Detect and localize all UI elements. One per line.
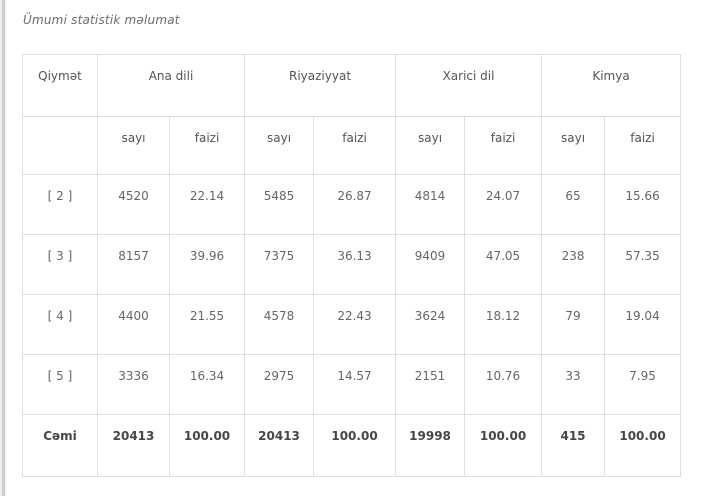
value-cell: 47.05 xyxy=(464,234,543,295)
count-subheader: sayı xyxy=(395,116,466,175)
value-cell: 21.55 xyxy=(168,294,246,355)
value-cell: 15.66 xyxy=(604,174,682,235)
value-cell: 33 xyxy=(541,354,606,415)
grade-cell: [ 5 ] xyxy=(22,354,98,415)
value-cell: 415 xyxy=(541,414,606,477)
value-cell: 16.34 xyxy=(168,354,246,415)
grade-cell: Cəmi xyxy=(22,414,98,477)
value-cell: 57.35 xyxy=(604,234,682,295)
table-row: [ 2 ] 4520 22.14 5485 26.87 4814 24.07 65 15.66 xyxy=(22,174,682,235)
value-cell: 7375 xyxy=(244,234,315,295)
count-subheader: sayı xyxy=(541,116,606,175)
percent-subheader: faizi xyxy=(604,116,682,175)
window-left-edge-inner xyxy=(5,0,7,496)
value-cell: 24.07 xyxy=(464,174,543,235)
subheader-row: sayı faizi sayı faizi sayı faizi sayı faizi xyxy=(22,116,682,175)
window-left-edge-line xyxy=(2,0,5,496)
table-row: [ 3 ] 8157 39.96 7375 36.13 9409 47.05 238 57.35 xyxy=(22,234,682,295)
value-cell: 19998 xyxy=(395,414,466,477)
value-cell: 20413 xyxy=(97,414,170,477)
value-cell: 14.57 xyxy=(313,354,397,415)
value-cell: 65 xyxy=(541,174,606,235)
value-cell: 22.43 xyxy=(313,294,397,355)
value-cell: 79 xyxy=(541,294,606,355)
grade-cell: [ 4 ] xyxy=(22,294,98,355)
value-cell: 4814 xyxy=(395,174,466,235)
window-left-edge xyxy=(0,0,2,496)
subject-group-header: Kimya xyxy=(541,54,682,117)
percent-subheader: faizi xyxy=(464,116,543,175)
page-title: Ümumi statistik məlumat xyxy=(23,13,180,27)
value-cell: 4400 xyxy=(97,294,170,355)
value-cell: 100.00 xyxy=(168,414,246,477)
value-cell: 7.95 xyxy=(604,354,682,415)
value-cell: 100.00 xyxy=(464,414,543,477)
statistics-table: Qiymət Ana dili Riyaziyyat Xarici dil Kimya s… xyxy=(22,54,682,477)
grade-cell: [ 3 ] xyxy=(22,234,98,295)
subject-group-header: Ana dili xyxy=(96,54,246,117)
subject-header-row: Qiymət Ana dili Riyaziyyat Xarici dil Kimya xyxy=(22,54,682,117)
grade-cell: [ 2 ] xyxy=(22,174,98,235)
value-cell: 36.13 xyxy=(313,234,397,295)
total-row: Cəmi 20413 100.00 20413 100.00 19998 100.00 415… xyxy=(22,414,682,477)
value-cell: 20413 xyxy=(244,414,315,477)
table-row: [ 5 ] 3336 16.34 2975 14.57 2151 10.76 33 7.95 xyxy=(22,354,682,415)
subject-group-header: Riyaziyyat xyxy=(244,54,397,117)
value-cell: 3624 xyxy=(395,294,466,355)
count-subheader: sayı xyxy=(97,116,170,175)
percent-subheader: faizi xyxy=(313,116,397,175)
value-cell: 3336 xyxy=(97,354,170,415)
grade-subheader-empty xyxy=(22,116,98,175)
value-cell: 238 xyxy=(541,234,606,295)
grade-column-header: Qiymət xyxy=(22,54,98,117)
value-cell: 10.76 xyxy=(464,354,543,415)
subject-group-header: Xarici dil xyxy=(395,54,543,117)
table-body: [ 2 ] 4520 22.14 5485 26.87 4814 24.07 65 15.66[… xyxy=(22,174,682,477)
value-cell: 5485 xyxy=(244,174,315,235)
value-cell: 26.87 xyxy=(313,174,397,235)
table-head: Qiymət Ana dili Riyaziyyat Xarici dil Kimya s… xyxy=(22,54,682,175)
value-cell: 22.14 xyxy=(168,174,246,235)
value-cell: 100.00 xyxy=(313,414,397,477)
value-cell: 9409 xyxy=(395,234,466,295)
count-subheader: sayı xyxy=(244,116,315,175)
value-cell: 2975 xyxy=(244,354,315,415)
content-area: Ümumi statistik məlumat Qiymət Ana dili Ri… xyxy=(22,0,682,477)
value-cell: 4520 xyxy=(97,174,170,235)
percent-subheader: faizi xyxy=(168,116,246,175)
value-cell: 39.96 xyxy=(168,234,246,295)
value-cell: 19.04 xyxy=(604,294,682,355)
value-cell: 100.00 xyxy=(604,414,682,477)
table-row: [ 4 ] 4400 21.55 4578 22.43 3624 18.12 79 19.04 xyxy=(22,294,682,355)
value-cell: 8157 xyxy=(97,234,170,295)
value-cell: 4578 xyxy=(244,294,315,355)
value-cell: 2151 xyxy=(395,354,466,415)
value-cell: 18.12 xyxy=(464,294,543,355)
